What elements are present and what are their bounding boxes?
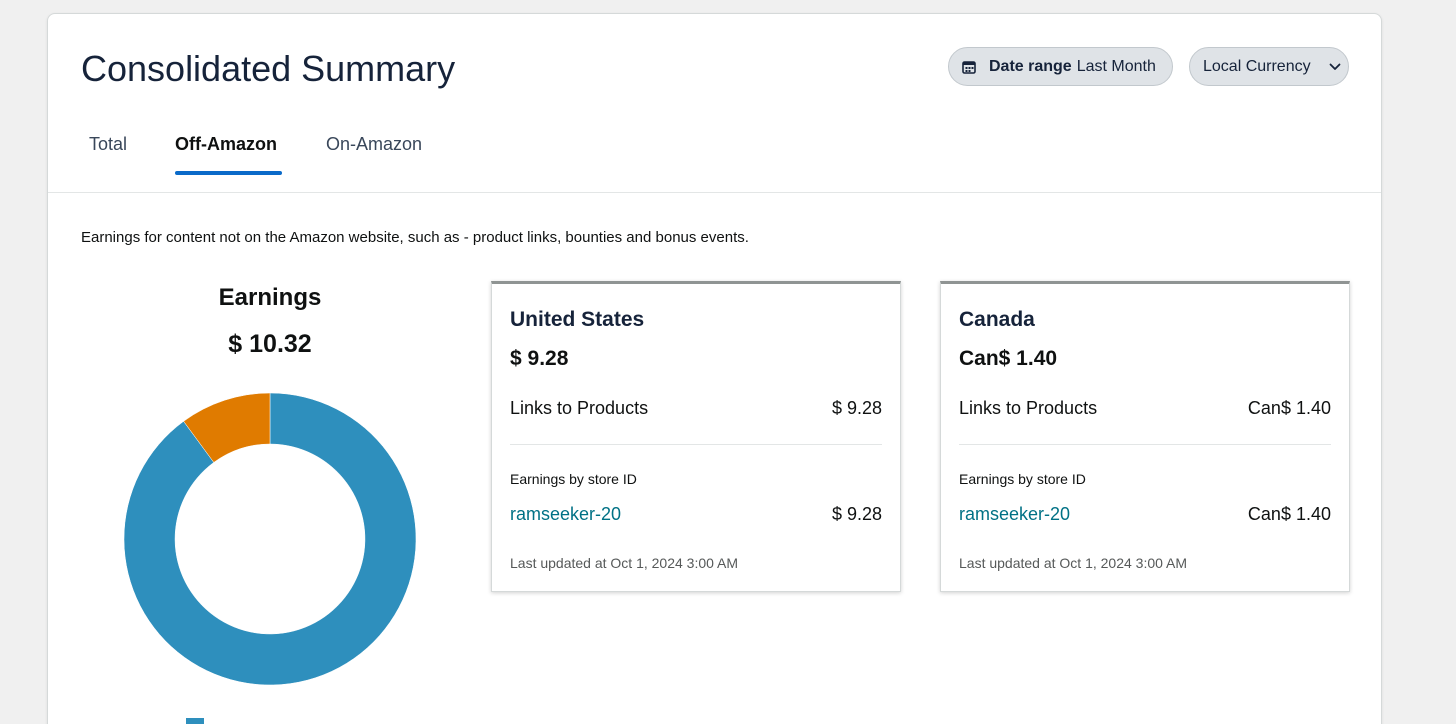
tab-off-amazon[interactable]: Off-Amazon bbox=[175, 134, 277, 154]
last-updated-text: Last updated at Oct 1, 2024 3:00 AM bbox=[510, 555, 739, 571]
earnings-donut-chart bbox=[123, 392, 417, 686]
tab-on-amazon[interactable]: On-Amazon bbox=[326, 134, 423, 154]
card-united-states: United States $ 9.28 Links to Products $… bbox=[491, 281, 901, 592]
store-id-label: Earnings by store ID bbox=[510, 471, 637, 487]
card-country-name: Canada bbox=[959, 308, 1035, 331]
legend-swatch bbox=[186, 718, 204, 724]
chevron-down-icon bbox=[1329, 63, 1341, 70]
earnings-title: Earnings bbox=[218, 284, 322, 311]
store-id-value: Can$ 1.40 bbox=[1247, 504, 1331, 524]
active-tab-indicator bbox=[175, 171, 282, 175]
store-id-link[interactable]: ramseeker-20 bbox=[959, 504, 1071, 524]
links-to-products-label: Links to Products bbox=[510, 398, 649, 418]
date-range-button[interactable]: Date range Last Month bbox=[948, 47, 1173, 86]
card-total-amount: Can$ 1.40 bbox=[959, 347, 1058, 370]
card-country-name: United States bbox=[510, 308, 645, 331]
store-id-value: $ 9.28 bbox=[831, 504, 882, 524]
donut-svg bbox=[123, 392, 417, 686]
store-id-link[interactable]: ramseeker-20 bbox=[510, 504, 622, 524]
links-to-products-label: Links to Products bbox=[959, 398, 1098, 418]
currency-label: Local Currency bbox=[1203, 57, 1311, 75]
currency-dropdown[interactable]: Local Currency bbox=[1189, 47, 1349, 86]
links-to-products-value: Can$ 1.40 bbox=[1247, 398, 1331, 418]
store-id-row: ramseeker-20 Can$ 1.40 bbox=[959, 504, 1331, 525]
links-to-products-row: Links to Products Can$ 1.40 bbox=[959, 398, 1331, 419]
consolidated-summary-panel: Consolidated Summary Date range Last Mon… bbox=[47, 13, 1382, 724]
page-title: Consolidated Summary bbox=[81, 48, 456, 89]
donut-slice-0[interactable] bbox=[123, 392, 417, 686]
date-range-label: Date range bbox=[989, 57, 1072, 75]
last-updated-text: Last updated at Oct 1, 2024 3:00 AM bbox=[959, 555, 1188, 571]
calendar-icon bbox=[962, 60, 976, 74]
card-divider bbox=[510, 444, 882, 445]
tab-total[interactable]: Total bbox=[89, 134, 128, 154]
card-canada: Canada Can$ 1.40 Links to Products Can$ … bbox=[940, 281, 1350, 592]
tab-bar: Total Off-Amazon On-Amazon bbox=[48, 134, 1381, 193]
card-total-amount: $ 9.28 bbox=[510, 347, 569, 370]
date-range-value: Last Month bbox=[1076, 57, 1156, 75]
links-to-products-value: $ 9.28 bbox=[831, 398, 882, 418]
store-id-label: Earnings by store ID bbox=[959, 471, 1086, 487]
section-description: Earnings for content not on the Amazon w… bbox=[81, 229, 749, 246]
store-id-row: ramseeker-20 $ 9.28 bbox=[510, 504, 882, 525]
card-divider bbox=[959, 444, 1331, 445]
earnings-total: $ 10.32 bbox=[228, 330, 312, 358]
donut-slice-1[interactable] bbox=[183, 392, 271, 463]
links-to-products-row: Links to Products $ 9.28 bbox=[510, 398, 882, 419]
